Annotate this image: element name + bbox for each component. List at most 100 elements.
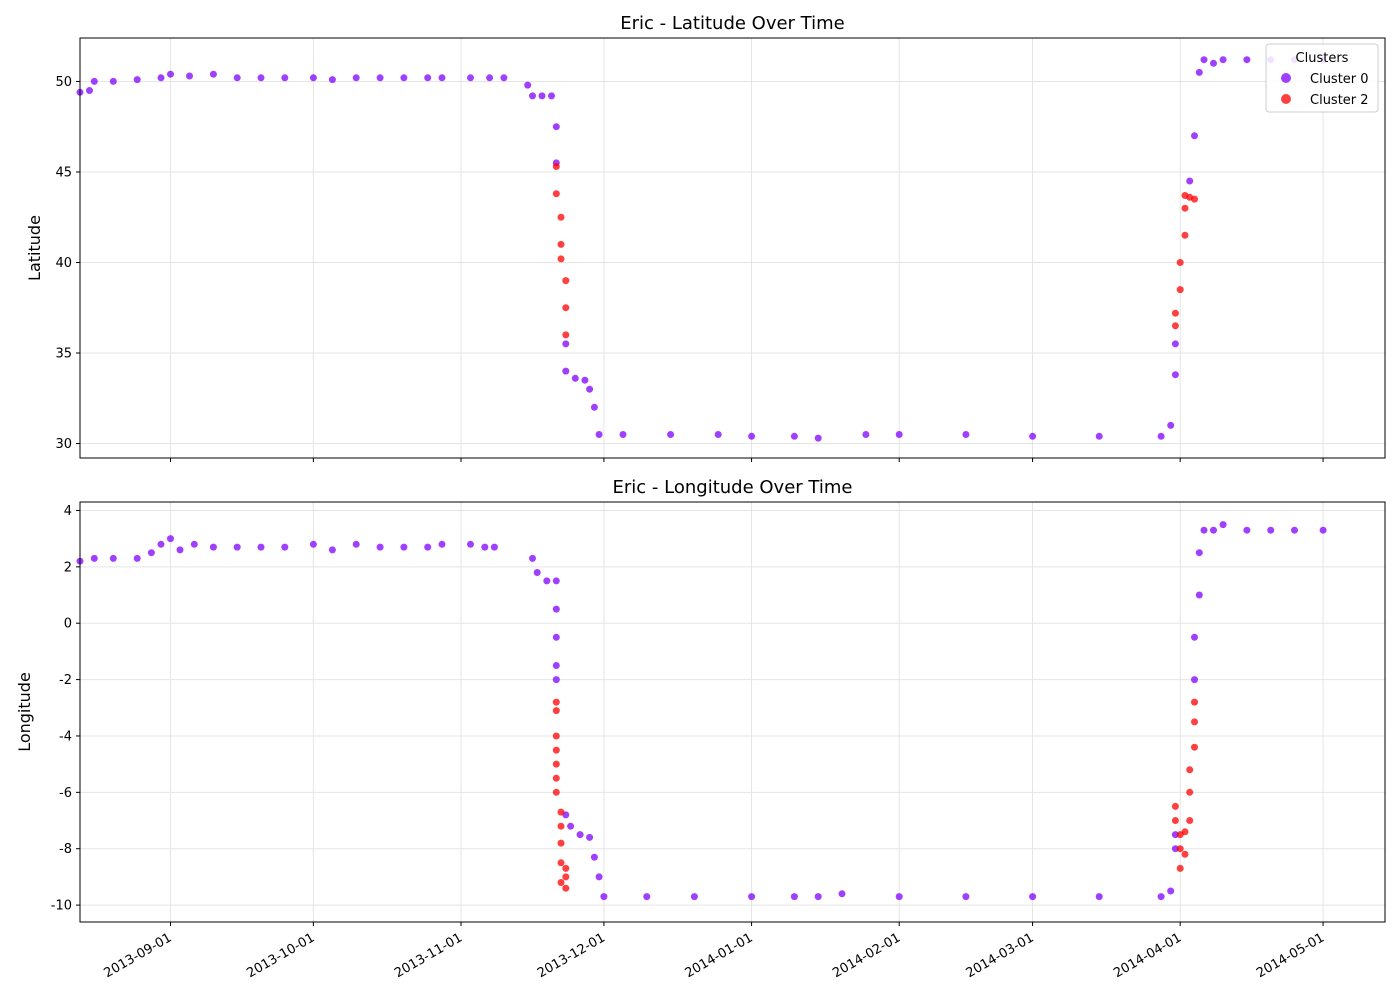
data-point-cluster-0 (1095, 432, 1103, 440)
data-point-cluster-2 (1176, 259, 1184, 266)
data-point-cluster-2 (557, 822, 565, 830)
data-point-cluster-0 (552, 577, 560, 585)
data-point-cluster-0 (748, 432, 756, 440)
longitude-panel: 4 2 0 -2 -4 -6 -8 -10 2013-09-01 2013-10-01 2013-1… (15, 477, 1386, 981)
data-point-cluster-2 (562, 884, 570, 892)
data-point-cluster-0 (571, 374, 579, 382)
data-point-cluster-2 (557, 255, 565, 263)
data-point-cluster-2 (1186, 817, 1194, 824)
data-point-cluster-0 (619, 431, 627, 438)
data-point-cluster-2 (1191, 718, 1198, 726)
data-point-cluster-0 (1171, 831, 1179, 839)
data-point-cluster-0 (1210, 526, 1217, 534)
data-point-cluster-0 (500, 74, 508, 82)
x-tick-label: 2014-01-01 (683, 930, 756, 981)
data-point-cluster-0 (1167, 421, 1175, 429)
data-point-cluster-0 (309, 540, 317, 548)
x-tick-label: 2014-04-01 (1111, 930, 1184, 981)
legend-frame (1265, 43, 1379, 113)
data-point-cluster-0 (133, 76, 141, 84)
data-point-cluster-2 (562, 331, 570, 339)
data-point-cluster-0 (438, 74, 446, 82)
data-point-cluster-0 (590, 403, 598, 411)
legend-label-cluster-2: Cluster 2 (1310, 93, 1369, 108)
data-point-cluster-2 (562, 304, 570, 312)
data-point-cluster-2 (552, 163, 560, 170)
data-point-cluster-0 (538, 92, 546, 100)
x-tick-label: 2014-03-01 (964, 930, 1037, 981)
data-point-cluster-0 (467, 540, 474, 548)
data-point-cluster-0 (1171, 371, 1179, 379)
data-point-cluster-0 (109, 554, 117, 562)
y-tick-label: 50 (55, 75, 72, 90)
data-point-cluster-0 (529, 554, 536, 562)
chart-title: Eric - Longitude Over Time (613, 477, 853, 498)
data-point-cluster-0 (209, 70, 217, 78)
data-point-cluster-0 (590, 853, 598, 861)
data-point-cluster-2 (1186, 788, 1194, 796)
data-point-cluster-2 (557, 839, 565, 847)
data-point-cluster-0 (1200, 526, 1208, 534)
data-point-cluster-2 (1176, 845, 1184, 853)
data-point-cluster-2 (562, 277, 570, 285)
data-point-cluster-2 (1171, 802, 1179, 810)
data-point-cluster-0 (376, 74, 384, 82)
data-point-cluster-0 (86, 87, 93, 94)
data-point-cluster-0 (157, 74, 165, 82)
data-point-cluster-2 (1176, 864, 1184, 872)
data-point-cluster-2 (562, 864, 570, 872)
data-point-cluster-0 (1219, 521, 1227, 529)
data-point-cluster-0 (552, 676, 560, 684)
data-point-cluster-0 (524, 81, 532, 89)
data-point-cluster-2 (1191, 698, 1198, 706)
data-point-cluster-2 (1171, 309, 1179, 317)
axes-frame (79, 37, 1386, 459)
data-point-cluster-0 (1157, 432, 1165, 440)
data-point-cluster-0 (281, 543, 289, 551)
chart-legend: Clusters Cluster 0 Cluster 2 (1265, 43, 1379, 113)
data-point-cluster-0 (667, 431, 675, 438)
data-point-cluster-0 (790, 893, 798, 901)
data-point-cluster-0 (481, 543, 489, 551)
x-tick-label: 2014-02-01 (830, 930, 903, 981)
data-point-cluster-0 (562, 340, 570, 348)
data-point-cluster-0 (895, 431, 903, 438)
data-point-cluster-0 (438, 540, 446, 548)
legend-label-cluster-0: Cluster 0 (1310, 72, 1369, 87)
y-tick-label: -4 (59, 729, 72, 744)
data-point-cluster-2 (552, 732, 560, 740)
chart-title: Eric - Latitude Over Time (620, 13, 844, 34)
data-point-cluster-0 (90, 554, 98, 562)
data-point-cluster-0 (581, 376, 589, 384)
data-point-cluster-0 (529, 92, 536, 100)
data-point-cluster-0 (600, 893, 608, 901)
data-point-cluster-0 (190, 540, 198, 548)
data-point-cluster-0 (862, 431, 870, 438)
data-point-cluster-0 (548, 92, 555, 100)
data-point-cluster-0 (814, 434, 822, 442)
data-point-cluster-0 (309, 74, 317, 82)
data-point-cluster-0 (690, 893, 698, 901)
legend-title: Clusters (1296, 51, 1349, 66)
data-point-cluster-2 (552, 698, 560, 706)
data-point-cluster-2 (1171, 322, 1179, 330)
data-point-cluster-0 (595, 431, 603, 438)
data-point-cluster-2 (552, 707, 560, 715)
data-point-cluster-0 (1243, 526, 1251, 534)
data-point-cluster-0 (895, 893, 903, 901)
data-point-cluster-0 (133, 554, 141, 562)
data-point-cluster-2 (1191, 743, 1198, 751)
data-point-cluster-0 (328, 76, 336, 84)
data-point-cluster-0 (1171, 845, 1179, 853)
data-point-cluster-2 (557, 213, 565, 221)
y-tick-label: 30 (55, 437, 72, 452)
data-point-cluster-0 (1167, 887, 1175, 895)
data-point-cluster-0 (814, 893, 822, 901)
data-point-cluster-0 (1195, 591, 1203, 599)
data-point-cluster-0 (586, 385, 594, 393)
data-point-cluster-0 (424, 543, 432, 551)
data-point-cluster-0 (186, 72, 193, 80)
data-point-cluster-0 (1219, 56, 1227, 64)
data-point-cluster-0 (281, 74, 289, 82)
y-tick-label: -10 (51, 899, 72, 914)
